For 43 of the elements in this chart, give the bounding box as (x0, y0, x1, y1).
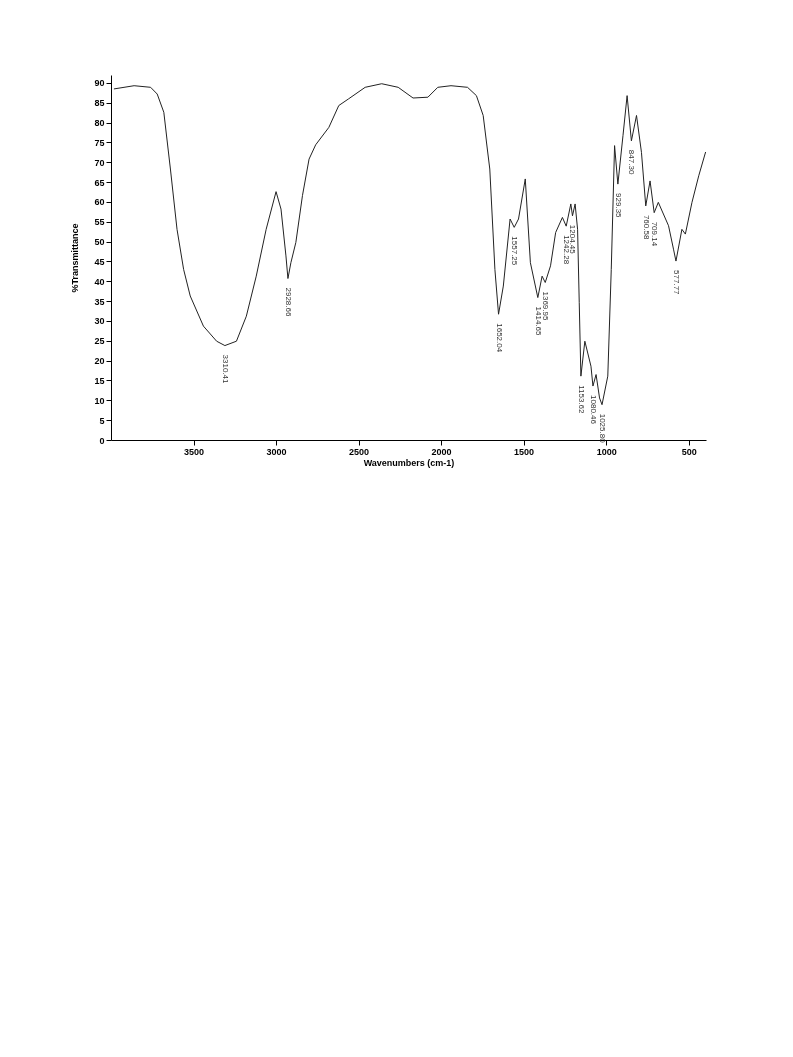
annotation: 1557.25 (510, 236, 520, 266)
y-tick-label: 25 (94, 336, 105, 347)
x-axis-title: Wavenumbers (cm-1) (363, 457, 455, 468)
annotation: 1080.46 (588, 395, 598, 425)
y-tick-label: 10 (94, 395, 105, 406)
y-axis-title: %Transmittance (70, 223, 81, 293)
annotation: 2928.66 (283, 287, 293, 317)
y-tick-label: 70 (94, 157, 105, 168)
y-tick-label: 35 (94, 296, 105, 307)
annotation: 929.35 (613, 193, 623, 219)
y-tick-label: 50 (94, 237, 105, 248)
y-tick-label: 85 (94, 98, 105, 109)
y-tick-label: 65 (94, 177, 105, 188)
annotation: 577.77 (671, 270, 681, 296)
x-tick-label: 3000 (266, 446, 287, 457)
annotation: 1153.62 (576, 385, 586, 414)
x-tick-label: 2500 (349, 446, 370, 457)
y-tick-label: 45 (94, 256, 105, 267)
y-tick-label: 90 (94, 78, 105, 89)
x-tick-label: 3500 (184, 446, 205, 457)
x-tick-label: 500 (681, 446, 697, 457)
y-tick-label: 20 (94, 356, 105, 367)
y-tick-label: 30 (94, 316, 105, 327)
x-tick-label: 1500 (514, 446, 535, 457)
annotation: 847.30 (627, 149, 637, 175)
annotation: 3310.41 (220, 354, 230, 385)
annotation: 1652.04 (494, 323, 504, 353)
y-tick-label: 15 (94, 375, 105, 386)
annotation: 760.58 (641, 214, 651, 240)
y-tick-label: 55 (94, 217, 105, 228)
y-tick-label: 60 (94, 197, 105, 208)
y-tick-label: 75 (94, 137, 105, 148)
annotation: 1204.45 (568, 224, 578, 255)
x-tick-label: 1000 (596, 446, 617, 457)
x-tick-label: 2000 (431, 446, 452, 457)
y-tick-label: 40 (94, 276, 105, 287)
annotation: 709.14 (650, 221, 660, 247)
annotation: 1025.80 (597, 413, 607, 444)
y-tick-label: 80 (94, 118, 105, 129)
y-tick-label: 5 (99, 415, 105, 426)
y-tick-label: 0 (99, 435, 105, 446)
annotation: 1414.65 (533, 306, 543, 337)
annotation: 1369.95 (541, 291, 551, 321)
